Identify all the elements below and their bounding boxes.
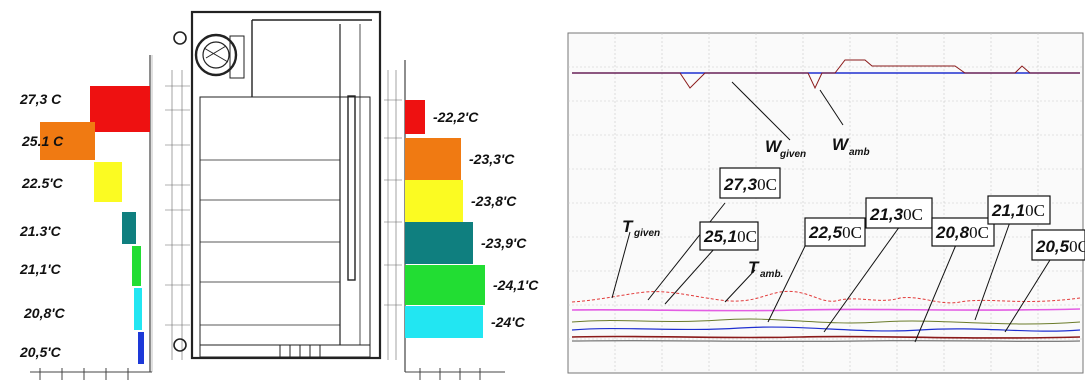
temp-callout-unit-4: 0C — [969, 223, 989, 242]
left-bar-label-4: 21,1'C — [19, 261, 62, 277]
temp-callout-value-1: 25,1 — [703, 227, 737, 246]
svg-text:given: given — [779, 149, 806, 160]
bottom-axes — [30, 368, 505, 380]
temp-callout-5: 21,10C — [987, 195, 1051, 225]
right-dimension-marks — [384, 70, 402, 360]
temp-callout-value-3: 21,3 — [869, 205, 904, 224]
right-temperature-labels: -22,2'C -23,3'C -23,8'C -23,9'C -24,1'C -24'C — [433, 109, 539, 330]
refrigerator-cabinet — [173, 10, 382, 360]
right-bar-1 — [405, 138, 461, 180]
left-bar-label-3: 21.3'C — [19, 223, 62, 239]
temp-callout-6: 20,50C — [1031, 229, 1085, 261]
annotation-t-given: T given — [622, 217, 660, 239]
annotation-w-amb: W amb — [832, 135, 870, 158]
temp-callout-unit-2: 0C — [842, 223, 862, 242]
cabinet-diagram-svg: 27,3 C 25.1 C 22.5'C 21.3'C 21,1'C 20,8'C 20,5… — [19, 10, 539, 380]
right-bar-label-2: -23,8'C — [471, 193, 517, 209]
series-t6-line — [571, 340, 1081, 342]
temp-callout-unit-3: 0C — [903, 205, 923, 224]
temperature-humidity-chart: W given W amb T given T amb. 27,30C 25,10… — [560, 0, 1085, 385]
temp-callout-0: 27,30C — [719, 167, 781, 199]
right-bar-label-4: -24,1'C — [493, 277, 539, 293]
temp-callout-value-6: 20,5 — [1035, 237, 1070, 256]
temp-callout-unit-6: 0C — [1069, 237, 1085, 256]
left-bar-0 — [90, 86, 150, 132]
right-bar-5 — [405, 306, 483, 338]
left-bar-1 — [40, 122, 95, 160]
svg-text:T: T — [622, 217, 634, 236]
right-bar-label-1: -23,3'C — [469, 151, 515, 167]
annotation-w-given: W given — [765, 137, 806, 160]
svg-text:21,10C: 21,10C — [991, 201, 1045, 220]
svg-text:21,30C: 21,30C — [869, 205, 923, 224]
series-w-amb-line — [572, 59, 1080, 90]
svg-text:given: given — [633, 228, 660, 239]
left-bar-2 — [94, 162, 122, 202]
right-bar-0 — [405, 100, 425, 134]
left-bar-4 — [132, 246, 141, 286]
right-temperature-bars — [405, 100, 485, 338]
temp-callout-2: 22,50C — [804, 217, 866, 247]
svg-text:27,30C: 27,30C — [723, 175, 777, 194]
svg-text:amb: amb — [849, 147, 870, 158]
temp-callout-value-5: 21,1 — [991, 201, 1025, 220]
temp-callout-unit-1: 0C — [737, 227, 757, 246]
svg-text:T: T — [748, 258, 760, 277]
temp-callout-value-2: 22,5 — [808, 223, 843, 242]
series-t-amb-line — [571, 308, 1081, 312]
cabinet-temperature-diagram: 27,3 C 25.1 C 22.5'C 21.3'C 21,1'C 20,8'C 20,5… — [0, 0, 545, 385]
temp-callout-unit-5: 0C — [1025, 201, 1045, 220]
temp-callout-1: 25,10C — [699, 221, 759, 251]
svg-text:20,80C: 20,80C — [935, 223, 989, 242]
svg-text:amb.: amb. — [760, 269, 783, 280]
chart-svg: W given W amb T given T amb. 27,30C25,10… — [567, 32, 1085, 374]
temp-callout-unit-0: 0C — [757, 175, 777, 194]
temp-callout-value-0: 27,3 — [723, 175, 758, 194]
series-t4-line — [571, 326, 1081, 332]
svg-text:W: W — [765, 137, 783, 156]
temp-callout-3: 21,30C — [865, 197, 933, 229]
svg-text:20,50C: 20,50C — [1035, 237, 1085, 256]
temp-callout-value-4: 20,8 — [935, 223, 970, 242]
left-bar-label-5: 20,8'C — [23, 305, 66, 321]
right-bar-2 — [405, 180, 463, 222]
right-bar-4 — [405, 265, 485, 305]
left-bar-label-1: 25.1 C — [21, 133, 64, 149]
left-temperature-labels: 27,3 C 25.1 C 22.5'C 21.3'C 21,1'C 20,8'C 20,5… — [19, 91, 66, 360]
right-bar-3 — [405, 222, 473, 264]
annotation-arrows — [611, 81, 1056, 343]
left-bar-5 — [134, 288, 142, 330]
left-bar-6 — [138, 332, 144, 364]
svg-text:25,10C: 25,10C — [703, 227, 757, 246]
right-bar-label-3: -23,9'C — [481, 235, 527, 251]
series-t-given-line — [571, 290, 1081, 304]
temp-callout-4: 20,80C — [931, 217, 995, 247]
left-bar-3 — [122, 212, 136, 244]
left-bar-label-2: 22.5'C — [21, 175, 64, 191]
series-t3-line — [571, 318, 1081, 325]
svg-text:W: W — [832, 135, 850, 154]
right-bar-label-0: -22,2'C — [433, 109, 479, 125]
svg-text:22,50C: 22,50C — [808, 223, 862, 242]
dimension-marks — [165, 70, 190, 360]
left-bar-label-6: 20,5'C — [19, 344, 62, 360]
right-bar-label-5: -24'C — [491, 314, 526, 330]
left-bar-label-0: 27,3 C — [19, 91, 62, 107]
series-t5-line — [571, 335, 1081, 339]
left-temperature-bars — [40, 86, 150, 364]
annotation-t-amb: T amb. — [748, 258, 783, 280]
